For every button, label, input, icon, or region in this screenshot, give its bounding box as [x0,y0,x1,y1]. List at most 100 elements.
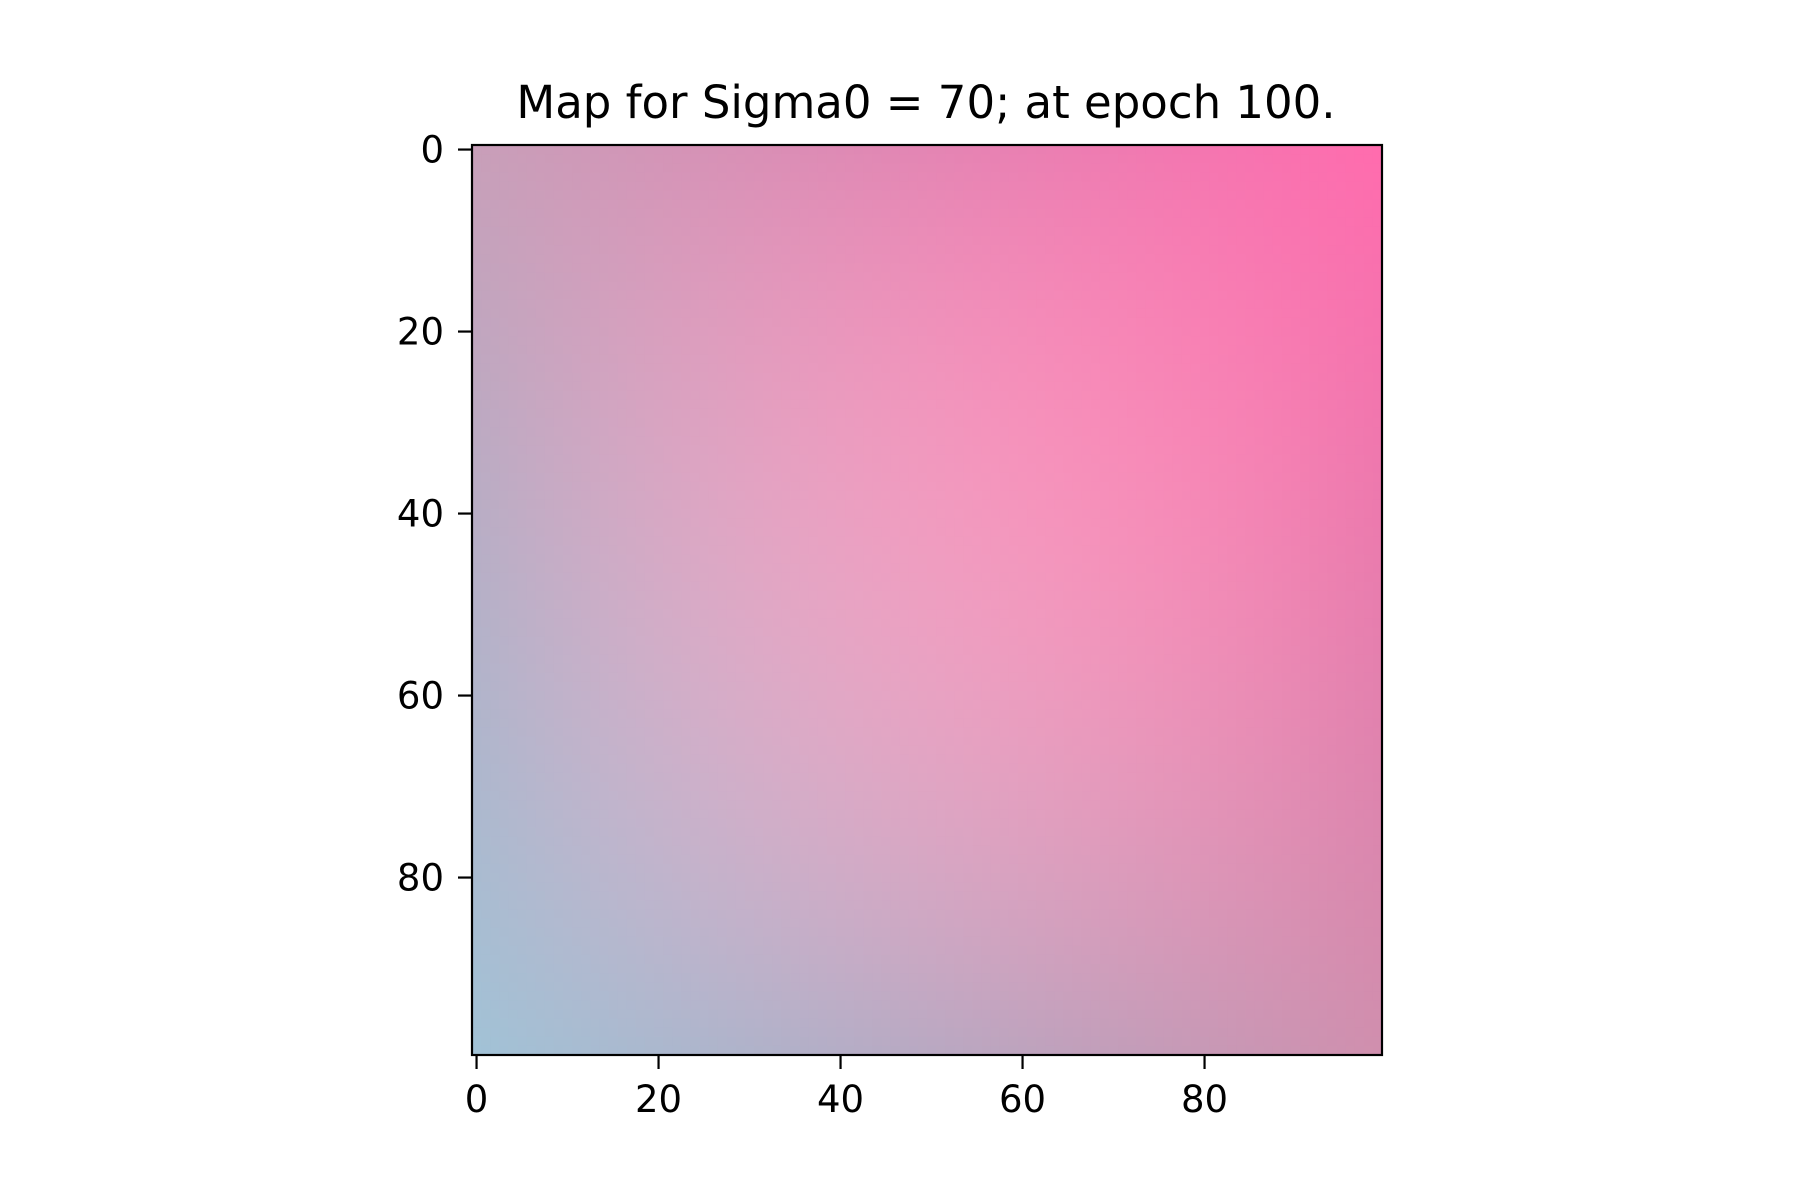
heatmap-cell [1272,454,1283,465]
heatmap-cell [1200,354,1210,364]
heatmap-cell [1172,345,1183,355]
heatmap-cell [972,181,983,192]
heatmap-cell [890,172,901,182]
heatmap-cell [927,463,937,474]
heatmap-cell [1118,436,1128,446]
heatmap-cell [1018,581,1028,592]
heatmap-cell [845,527,855,537]
heatmap-cell [1281,163,1292,173]
heatmap-cell [1254,545,1265,556]
heatmap-cell [1145,381,1156,392]
heatmap-cell [927,581,937,592]
heatmap-cell [1354,172,1365,182]
heatmap-cell [1200,572,1210,583]
heatmap-cell [990,381,1001,392]
heatmap-cell [563,581,573,592]
heatmap-cell [981,481,992,492]
heatmap-cell [1136,527,1146,537]
heatmap-cell [654,145,664,155]
heatmap-cell [553,263,564,273]
heatmap-cell [1190,199,1201,210]
heatmap-cell [672,454,682,465]
heatmap-cell [754,354,764,364]
heatmap-cell [681,472,691,483]
heatmap-cell [1118,518,1128,528]
heatmap-cell [590,509,600,519]
heatmap-cell [1209,299,1219,310]
heatmap-cell [1145,408,1156,419]
heatmap-cell [672,154,682,164]
heatmap-cell [972,290,983,301]
heatmap-cell [1354,581,1365,592]
heatmap-cell [717,590,728,601]
heatmap-cell [1336,336,1347,346]
heatmap-cell [981,418,992,428]
heatmap-cell [1363,354,1374,364]
heatmap-cell [1190,518,1201,528]
heatmap-cell [1245,263,1256,273]
heatmap-cell [781,381,792,392]
heatmap-cell [699,554,710,565]
heatmap-cell [917,518,928,528]
heatmap-cell [481,463,491,474]
heatmap-cell [1363,390,1374,401]
heatmap-cell [1245,518,1256,528]
heatmap-cell [735,354,746,364]
heatmap-cell [754,436,764,446]
heatmap-cell [772,463,782,474]
heatmap-cell [690,418,701,428]
heatmap-cell [872,163,883,173]
heatmap-cell [617,481,628,492]
heatmap-cell [817,427,828,437]
heatmap-cell [1090,399,1101,410]
heatmap-cell [1272,363,1283,374]
heatmap-cell [1291,290,1301,301]
heatmap-cell [972,418,983,428]
heatmap-cell [544,399,555,410]
heatmap-cell [572,290,582,301]
heatmap-cell [1372,499,1383,510]
heatmap-cell [1154,172,1165,182]
heatmap-cell [1200,226,1210,237]
heatmap-cell [544,236,555,246]
heatmap-cell [826,536,837,546]
heatmap-cell [781,336,792,346]
heatmap-cell [1354,381,1365,392]
heatmap-cell [553,581,564,592]
heatmap-cell [845,154,855,164]
heatmap-cell [1300,436,1310,446]
heatmap-cell [763,154,773,164]
heatmap-cell [526,463,537,474]
heatmap-cell [1300,527,1310,537]
heatmap-cell [517,408,528,419]
heatmap-cell [890,499,901,510]
heatmap-cell [1263,372,1274,383]
heatmap-cell [490,281,500,292]
heatmap-cell [672,163,682,173]
heatmap-cell [1354,226,1365,237]
heatmap-cell [1245,563,1256,574]
heatmap-cell [945,418,955,428]
heatmap-cell [590,308,600,319]
heatmap-cell [644,217,655,228]
heatmap-cell [890,472,901,483]
heatmap-cell [599,226,610,237]
heatmap-cell [1336,527,1347,537]
heatmap-cell [681,545,691,556]
heatmap-cell [1063,436,1074,446]
heatmap-cell [1272,563,1283,574]
heatmap-cell [644,226,655,237]
heatmap-cell [1327,390,1338,401]
heatmap-cell [544,199,555,210]
heatmap-cell [1227,245,1237,255]
heatmap-cell [608,581,619,592]
heatmap-cell [817,327,828,337]
heatmap-cell [826,581,837,592]
heatmap-cell [854,499,864,510]
heatmap-cell [1090,390,1101,401]
heatmap-cell [817,463,828,474]
heatmap-cell [690,199,701,210]
heatmap-cell [626,481,637,492]
heatmap-cell [1372,408,1383,419]
heatmap-cell [1281,236,1292,246]
